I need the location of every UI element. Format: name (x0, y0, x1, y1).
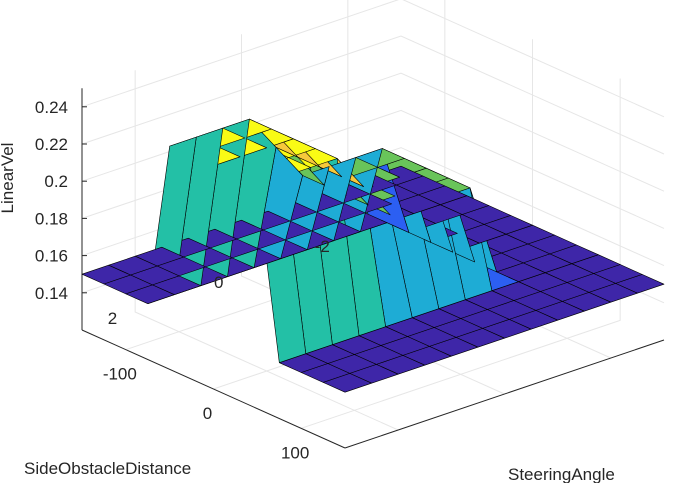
z-tick-label: 0.24 (35, 98, 68, 117)
x-axis-label: SteeringAngle (508, 465, 615, 483)
y-grid-line (134, 70, 399, 431)
z-grid-line (81, 0, 665, 118)
surface-patch (81, 264, 131, 285)
z-grid-line (81, 35, 665, 155)
z-tick-label: 0.18 (35, 209, 68, 228)
x-tick-label: 100 (281, 443, 309, 462)
z-tick-label: 0.2 (44, 172, 68, 191)
z-tick-label: 0.22 (35, 135, 68, 154)
y-axis-line (344, 339, 665, 449)
y-tick-label: 0 (214, 273, 223, 292)
x-grid-line (301, 78, 621, 429)
z-axis-label: LinearVel (0, 143, 17, 214)
surface-layer (81, 118, 665, 393)
y-axis-label: SideObstacleDistance (24, 459, 191, 478)
z-tick-label: 0.16 (35, 247, 68, 266)
x-tick-label: -100 (103, 365, 137, 384)
z-tick-label: 0.14 (35, 284, 68, 303)
axis-layer (81, 88, 665, 449)
x-tick-label: 0 (203, 404, 212, 423)
label-layer: LinearVel SideObstacleDistance SteeringA… (0, 98, 615, 483)
y-tick-label: 2 (108, 309, 117, 328)
x-axis-line (81, 329, 346, 449)
y-tick-label: -2 (315, 237, 330, 256)
